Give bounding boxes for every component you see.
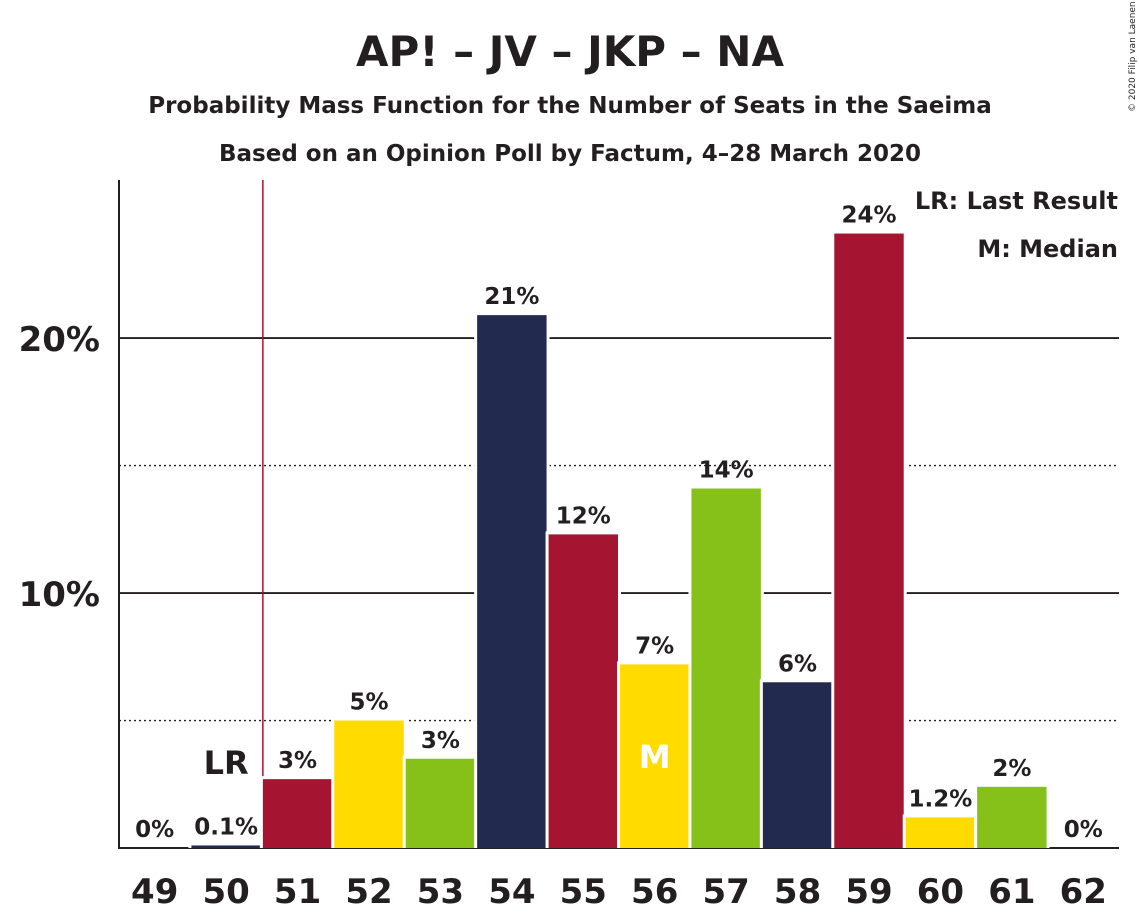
chart-subtitle: Probability Mass Function for the Number… (148, 93, 992, 119)
x-tick-label: 55 (560, 872, 607, 912)
bar-value-label: 3% (421, 728, 460, 754)
bar (691, 488, 761, 848)
bar-value-label: 7% (635, 633, 674, 659)
x-tick-label: 57 (702, 872, 749, 912)
x-tick-label: 52 (345, 872, 392, 912)
bar-value-label: 6% (778, 651, 817, 677)
bar (191, 845, 261, 848)
x-tick-label: 53 (417, 872, 464, 912)
x-tick-label: 49 (131, 872, 178, 912)
last-result-label: LR (204, 744, 249, 782)
bar (548, 534, 618, 848)
legend-median: M: Median (977, 235, 1118, 263)
chart-subtitle-poll: Based on an Opinion Poll by Factum, 4–28… (219, 141, 921, 167)
bar-value-label: 5% (349, 690, 388, 716)
bar-value-label: 14% (699, 458, 754, 484)
y-tick-label: 10% (19, 575, 100, 615)
chart-title: AP! – JV – JKP – NA (356, 27, 784, 76)
x-tick-label: 61 (988, 872, 1035, 912)
median-marker: M (639, 738, 671, 776)
bar-value-label: 0.1% (194, 814, 258, 840)
bar-value-label: 3% (278, 748, 317, 774)
bar-gap (188, 842, 264, 848)
x-tick-label: 59 (845, 872, 892, 912)
bar-value-label: 1.2% (909, 786, 973, 812)
x-tick-label: 51 (274, 872, 321, 912)
bar-value-label: 24% (841, 203, 896, 229)
x-tick-label: 54 (488, 872, 535, 912)
legend-last-result: LR: Last Result (915, 187, 1118, 215)
bar-value-label: 21% (484, 284, 539, 310)
copyright-note: © 2020 Filip van Laenen (1128, 1, 1138, 112)
bar-value-label: 0% (135, 817, 174, 843)
bar-value-label: 12% (556, 503, 611, 529)
bar (977, 786, 1047, 848)
bar (262, 779, 333, 848)
bar (334, 720, 404, 848)
x-tick-label: 50 (202, 872, 249, 912)
x-tick-label: 60 (917, 872, 964, 912)
bar (477, 315, 547, 848)
bar (620, 664, 690, 848)
bar (834, 233, 904, 848)
y-tick-label: 20% (19, 320, 100, 360)
bar-value-label: 2% (992, 756, 1031, 782)
bar-value-label: 0% (1064, 817, 1103, 843)
bar (762, 682, 833, 848)
bar (905, 817, 976, 848)
x-tick-label: 58 (774, 872, 821, 912)
x-tick-label: 56 (631, 872, 678, 912)
x-tick-label: 62 (1060, 872, 1107, 912)
bar (405, 758, 476, 848)
